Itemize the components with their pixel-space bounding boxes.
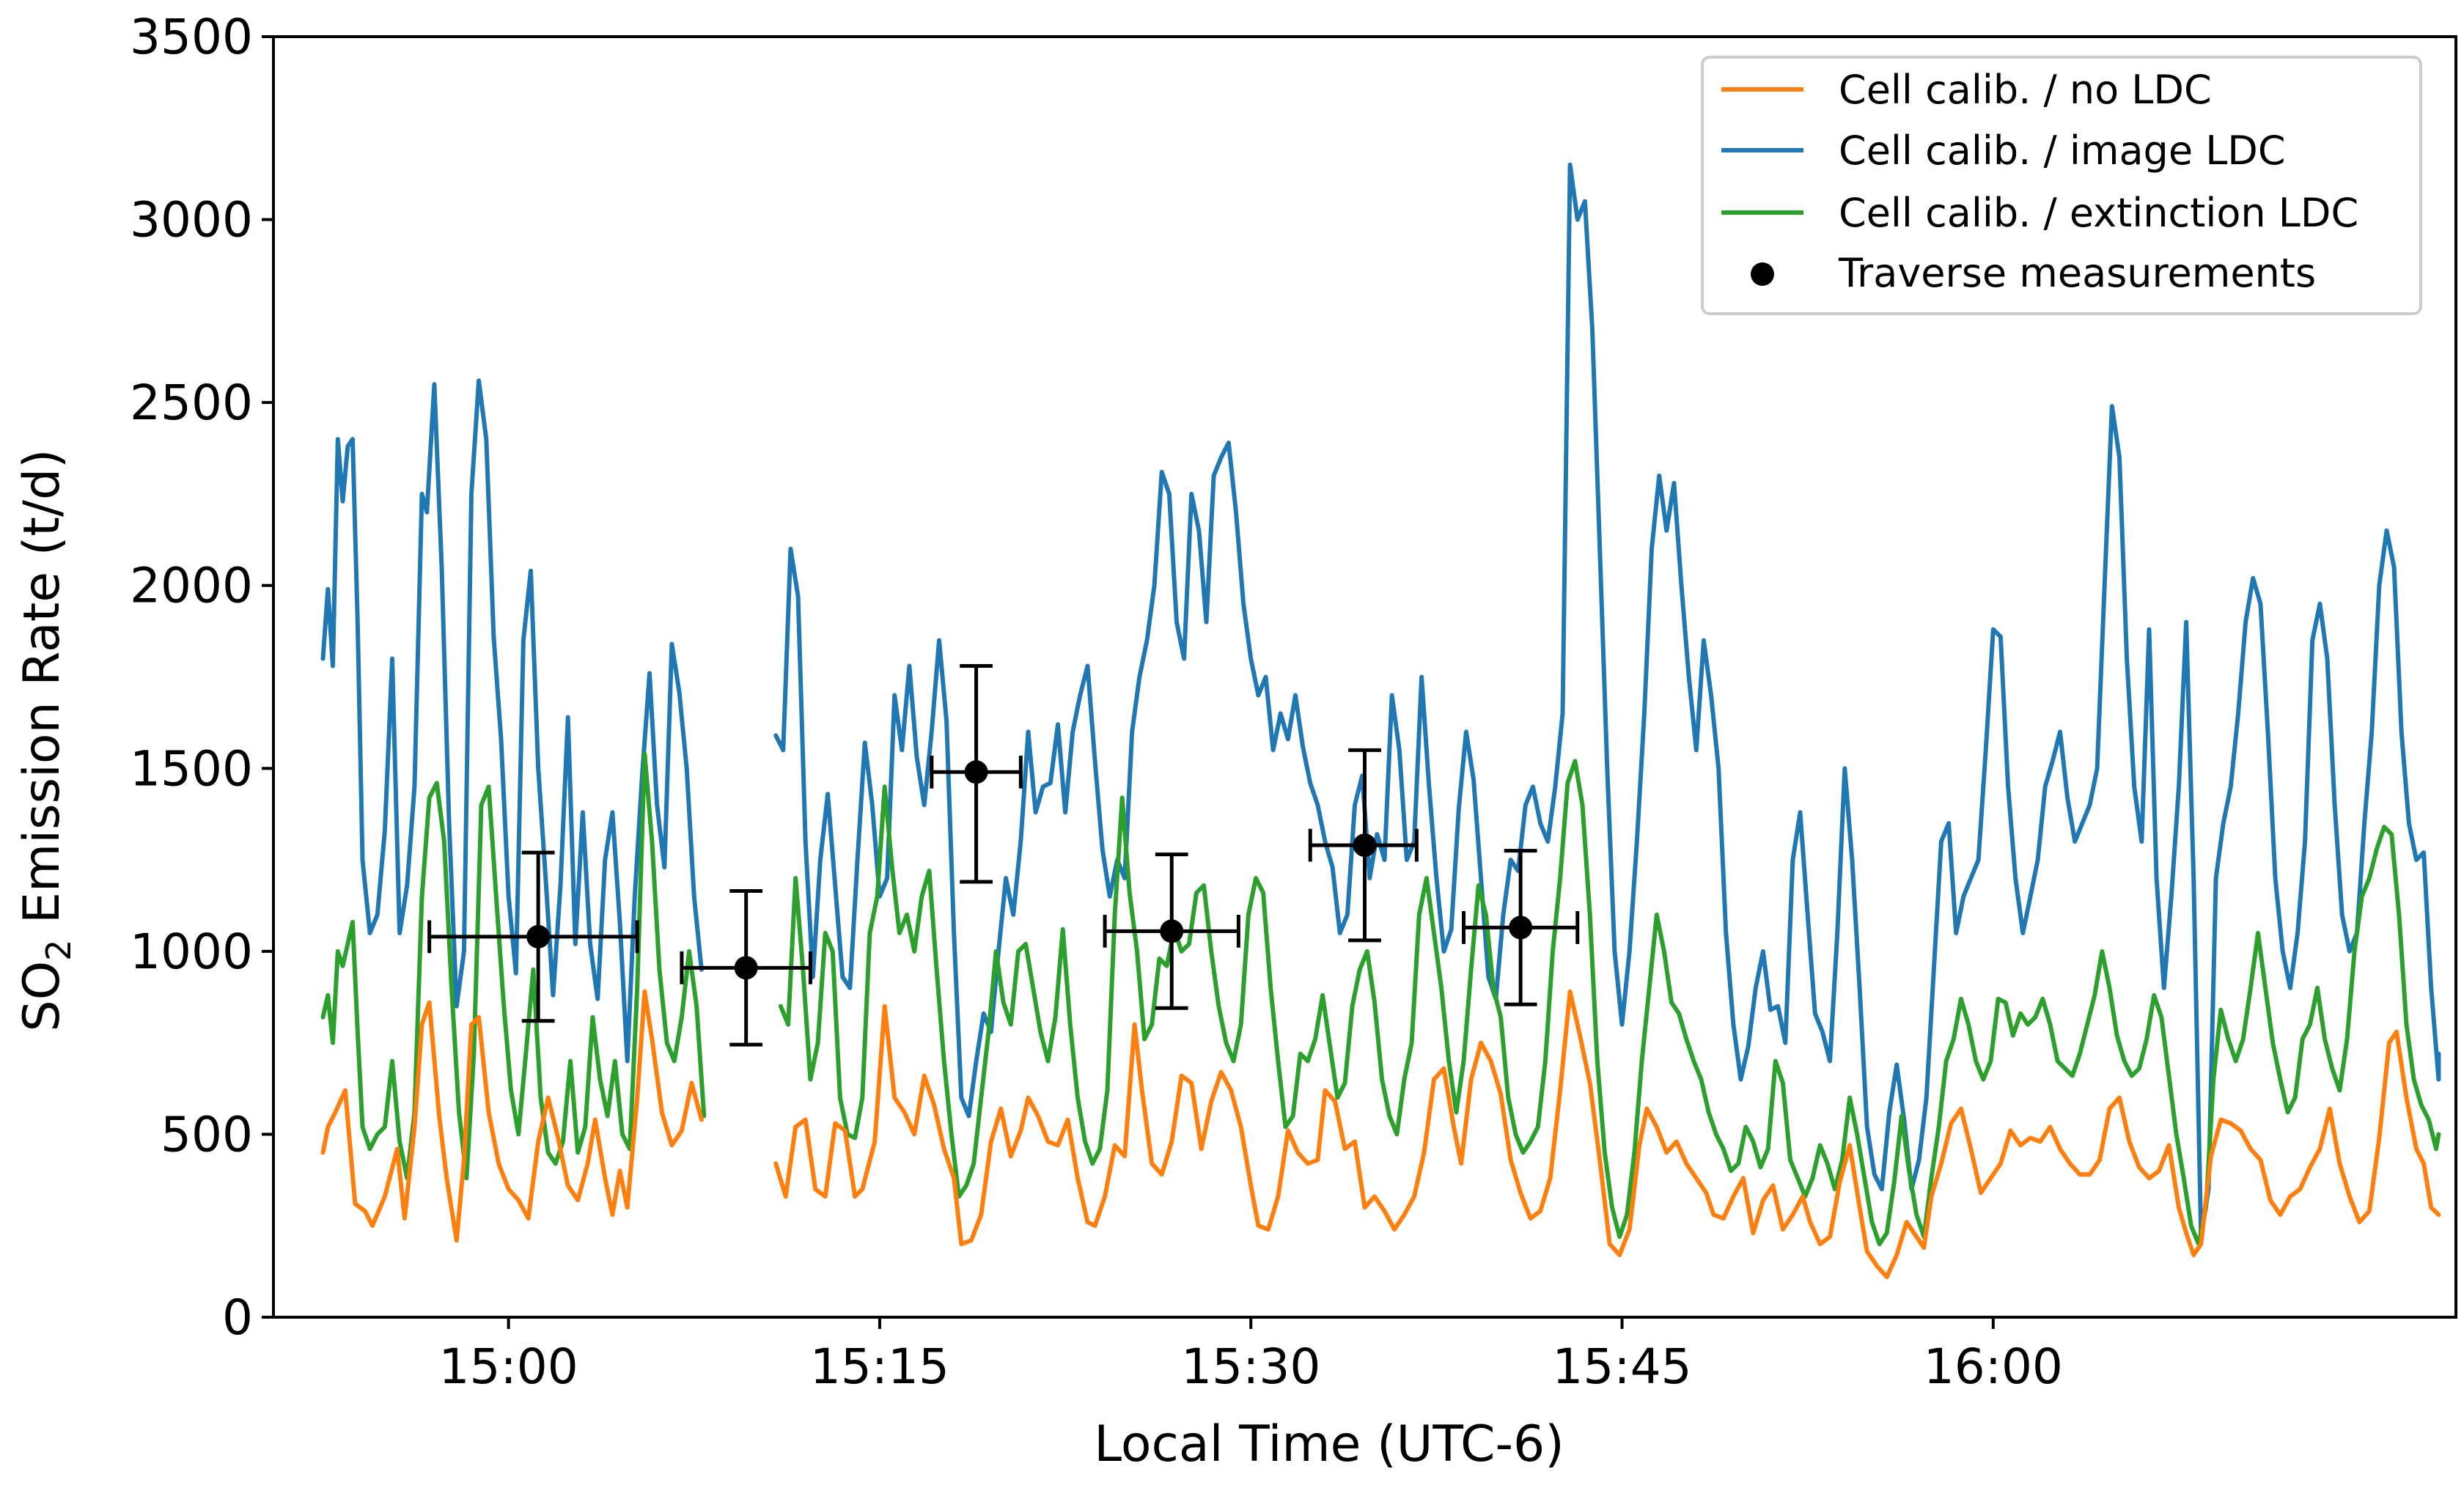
y-tick-label: 1500 xyxy=(130,740,253,797)
traverse-marker xyxy=(734,956,758,980)
x-tick-label: 15:15 xyxy=(810,1338,949,1395)
series-line-extinction-ldc xyxy=(320,751,2441,1247)
traverse-marker xyxy=(526,924,551,949)
y-tick-label: 0 xyxy=(222,1289,253,1346)
x-tick-label: 15:45 xyxy=(1552,1338,1691,1395)
y-axis-label-main: SO xyxy=(13,961,71,1032)
axes-layer: 0 500 1000 1500 2000 2500 3000 3500 15:00 15:15 15… xyxy=(130,9,2457,1395)
y-tick-label: 2500 xyxy=(130,375,253,431)
legend-swatch-traverse xyxy=(1751,262,1774,286)
traverse-marker xyxy=(1509,916,1533,940)
legend-label-image-ldc: Cell calib. / image LDC xyxy=(1839,128,2286,174)
legend-label-extinction-ldc: Cell calib. / extinction LDC xyxy=(1839,190,2358,236)
y-tick-label: 3500 xyxy=(130,9,253,65)
traverse-marker xyxy=(1353,833,1377,858)
traverse-point-4 xyxy=(1103,852,1240,1010)
x-tick-label: 16:00 xyxy=(1924,1338,2063,1395)
traverse-point-5 xyxy=(1308,748,1419,943)
y-tick-label: 1000 xyxy=(130,924,253,980)
legend-label-traverse: Traverse measurements xyxy=(1838,250,2316,296)
y-tick-label: 2000 xyxy=(130,558,253,614)
traverse-point-6 xyxy=(1462,849,1580,1006)
series-line-no-ldc xyxy=(320,989,2441,1280)
traverse-marker xyxy=(964,760,988,784)
y-axis-label: SO2 Emission Rate (t/d) xyxy=(13,449,78,1031)
traverse-layer xyxy=(427,664,1580,1047)
x-tick-label: 15:00 xyxy=(439,1338,578,1395)
plot-frame xyxy=(272,35,2457,1319)
traverse-point-1 xyxy=(427,850,639,1023)
y-axis-label-subscript: 2 xyxy=(39,940,78,961)
y-tick-label: 3000 xyxy=(130,192,253,248)
legend-label-no-ldc: Cell calib. / no LDC xyxy=(1839,67,2212,113)
traverse-point-2 xyxy=(680,888,812,1047)
series-layer xyxy=(320,162,2441,1280)
traverse-marker xyxy=(1160,919,1184,943)
x-axis-label: Local Time (UTC-6) xyxy=(1094,1415,1564,1473)
y-tick-label: 500 xyxy=(161,1106,253,1163)
legend: Cell calib. / no LDC Cell calib. / image… xyxy=(1701,56,2422,315)
legend-box xyxy=(1701,56,2422,315)
series-line-image-ldc xyxy=(320,162,2441,1240)
x-tick-label: 15:30 xyxy=(1181,1338,1320,1395)
traverse-point-3 xyxy=(930,664,1023,884)
y-axis-label-rest: Emission Rate (t/d) xyxy=(13,449,71,939)
